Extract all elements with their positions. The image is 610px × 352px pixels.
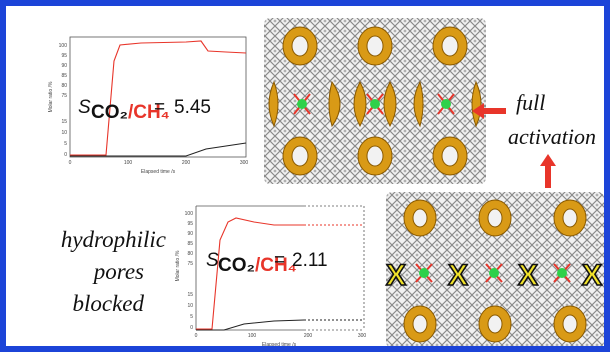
guest-molecules [415, 263, 571, 283]
svg-text:CO₂/CH₄: CO₂/CH₄ [91, 102, 170, 123]
red-arrow-up-icon [540, 154, 556, 188]
ch4-curve [70, 142, 247, 157]
cage-row-top [403, 199, 587, 237]
ch4-curve [196, 319, 305, 331]
cage-row-middle [268, 80, 482, 128]
hydrophilic-line1: hydrophilic [60, 227, 166, 252]
cage-row-bottom [403, 305, 587, 343]
ytick: 100 [185, 211, 194, 217]
svg-text:=: = [274, 250, 285, 271]
ytick: 80 [187, 251, 193, 257]
ytick: 10 [187, 303, 193, 309]
crystal-structure-activated [264, 18, 486, 184]
ytick: 100 [59, 43, 68, 49]
xtick: 300 [358, 333, 367, 339]
red-arrow-left-icon [472, 103, 506, 119]
ytick: 5 [64, 141, 67, 147]
svg-text:S: S [78, 97, 91, 118]
ytick: 90 [187, 231, 193, 237]
ytick: 75 [187, 261, 193, 267]
x-block-icon: X X X X [385, 258, 603, 293]
ytick: 95 [61, 53, 67, 59]
full-activation-label: full activation [508, 86, 604, 154]
cage-row-bottom [282, 136, 468, 176]
ytick: 15 [61, 119, 67, 125]
svg-text:5.45: 5.45 [174, 97, 211, 118]
ytick: 10 [61, 130, 67, 136]
co2-curve [70, 40, 247, 156]
full-activation-line1: full [516, 90, 546, 115]
plot-top: 100 95 90 85 80 75 15 10 5 0 0 100 200 3… [46, 31, 251, 191]
xtick: 300 [240, 160, 249, 166]
ytick: 15 [187, 292, 193, 298]
svg-text:X: X [448, 259, 468, 292]
svg-text:X: X [386, 259, 406, 292]
hydrophilic-line3: blocked [72, 291, 144, 316]
plot-top-axes [69, 36, 247, 158]
xtick: 200 [304, 333, 313, 339]
svg-text:X: X [518, 259, 538, 292]
xtick: 100 [124, 160, 133, 166]
xtick: 0 [195, 333, 198, 339]
hydrophilic-pores-label: hydrophilic pores blocked [16, 224, 166, 320]
ytick: 85 [61, 73, 67, 79]
hydrophilic-line2: pores [93, 259, 144, 284]
selectivity-bottom: S CO₂/CH₄ = 2.11 [206, 250, 328, 276]
svg-text:CO₂/CH₄: CO₂/CH₄ [218, 255, 297, 276]
ytick: 0 [190, 325, 193, 331]
plot-top-ylabel: Molar ratio /% [48, 81, 54, 112]
svg-text:2.11: 2.11 [292, 250, 328, 271]
ytick: 75 [61, 93, 67, 99]
xtick: 0 [69, 160, 72, 166]
co2-curve [196, 217, 304, 330]
ytick: 0 [64, 152, 67, 158]
svg-text:X: X [582, 259, 602, 292]
ytick: 95 [187, 221, 193, 227]
xtick: 200 [182, 160, 191, 166]
crystal-structure-blocked: X X X X [385, 192, 604, 346]
selectivity-top: S CO₂/CH₄ = 5.45 [78, 97, 211, 123]
guest-molecules [293, 93, 455, 115]
svg-text:S: S [206, 250, 219, 271]
cage-row-top [282, 26, 468, 66]
plot-bottom-ylabel: Molar ratio /% [175, 250, 181, 281]
ytick: 85 [187, 241, 193, 247]
svg-text:=: = [154, 97, 165, 118]
plot-bottom-xlabel: Elapsed time /s [262, 342, 297, 348]
ytick: 5 [190, 314, 193, 320]
plot-top-xlabel: Elapsed time /s [141, 169, 176, 175]
plot-bottom: 100 95 90 85 80 75 15 10 5 0 0 100 200 3… [174, 200, 374, 348]
ytick: 80 [61, 83, 67, 89]
ytick: 90 [61, 63, 67, 69]
full-activation-line2: activation [508, 124, 596, 149]
xtick: 100 [248, 333, 257, 339]
